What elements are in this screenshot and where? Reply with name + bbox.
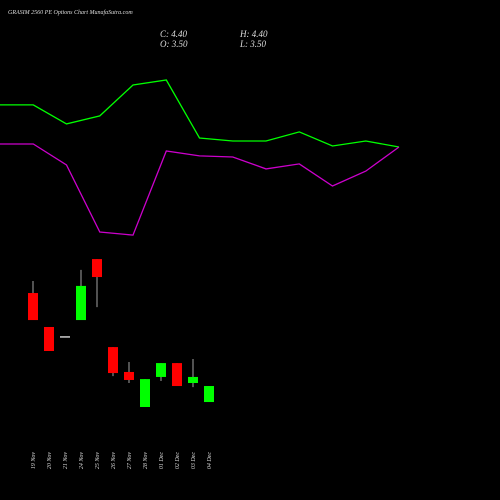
candle-body: [140, 379, 150, 408]
open-label: O: 3.50: [160, 39, 188, 49]
candle-body: [76, 285, 86, 321]
x-tick-label: 19 Nov: [31, 452, 37, 470]
candle-body: [204, 386, 214, 403]
indicator-line: [0, 79, 400, 148]
x-tick-label: 24 Nov: [78, 452, 85, 470]
x-tick-label: 26 Nov: [111, 452, 117, 470]
candle-body: [92, 259, 102, 278]
candle-body: [156, 363, 166, 377]
x-tick-label: 28 Nov: [143, 452, 149, 470]
candle-body: [108, 347, 118, 374]
high-label: H: 4.40: [239, 29, 268, 39]
candle-body: [44, 326, 54, 351]
x-tick-label: 02 Dec: [175, 452, 181, 469]
x-tick-label: 01 Dec: [159, 452, 165, 469]
close-label: C: 4.40: [160, 29, 188, 39]
low-label: L: 3.50: [239, 39, 267, 49]
x-tick-label: 25 Nov: [95, 452, 101, 470]
indicator-line: [0, 143, 400, 236]
x-tick-label: 20 Nov: [47, 452, 53, 470]
x-tick-label: 27 Nov: [127, 452, 133, 470]
x-tick-label: 03 Dec: [191, 452, 197, 469]
x-tick-label: 21 Nov: [63, 452, 69, 470]
x-tick-label: 04 Dec: [206, 452, 213, 469]
chart-title: GRASIM 2560 PE Options Chart MunafaSutra…: [8, 9, 133, 16]
candle-body: [188, 376, 198, 384]
candle-body: [124, 371, 134, 380]
candle-body: [28, 293, 38, 321]
candle-body: [172, 363, 182, 387]
